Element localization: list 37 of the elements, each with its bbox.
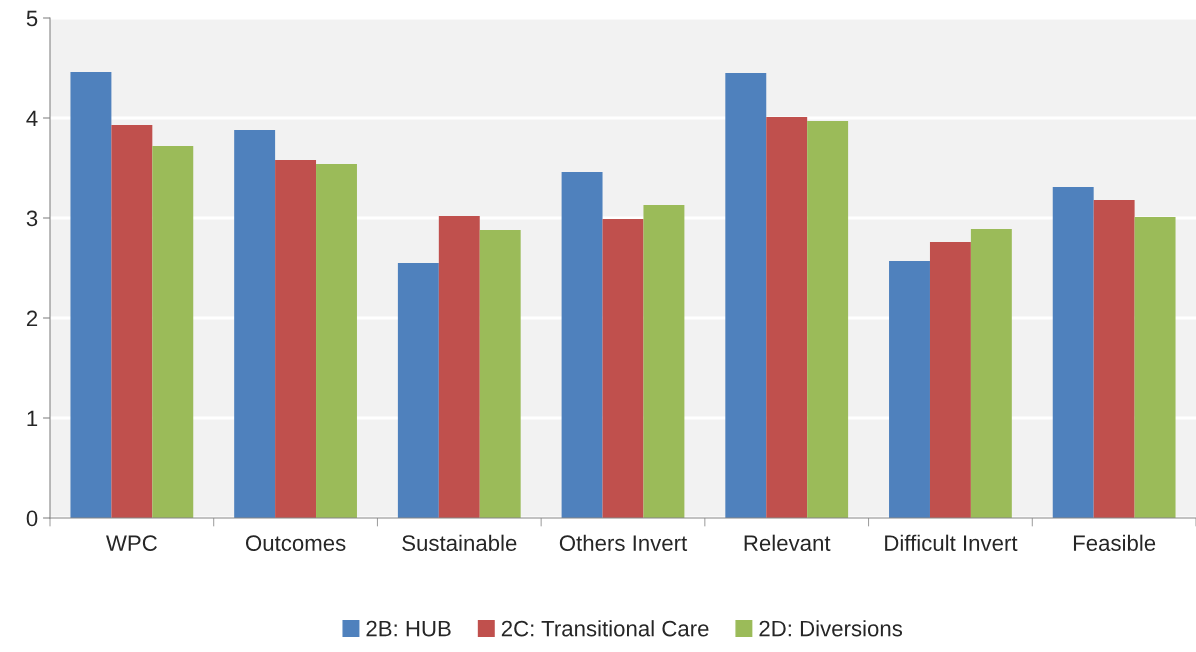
y-tick-label: 5	[26, 10, 38, 27]
bar	[152, 146, 194, 518]
legend-label: 2B: HUB	[366, 620, 451, 637]
x-tick-label: Difficult Invert	[885, 534, 1018, 551]
bar	[602, 219, 644, 518]
bar	[889, 261, 930, 518]
bar	[561, 172, 603, 518]
x-tick-label: Sustainable	[402, 534, 517, 551]
bar	[643, 205, 685, 518]
bar	[725, 73, 767, 518]
bar	[111, 125, 153, 518]
bar	[1134, 217, 1176, 518]
bar	[766, 117, 808, 518]
bar	[807, 121, 849, 518]
bar	[397, 263, 439, 518]
bar	[70, 72, 112, 518]
x-tick-label: Others Invert	[559, 534, 688, 551]
bar	[275, 160, 317, 518]
bar	[316, 164, 357, 518]
y-tick-label: 4	[26, 110, 38, 127]
bar	[234, 130, 276, 518]
y-tick-label: 3	[26, 210, 38, 227]
legend-label: 2D: Diversions	[759, 620, 903, 637]
bar	[1093, 200, 1135, 518]
y-tick-label: 0	[26, 510, 38, 527]
bar	[970, 229, 1012, 518]
x-tick-label: Feasible	[1073, 534, 1156, 551]
x-tick-label: WPC	[106, 535, 157, 551]
bar	[479, 230, 521, 518]
x-tick-label: Relevant	[744, 534, 831, 551]
y-tick-label: 2	[26, 310, 38, 327]
legend-label: 2C: Transitional Care	[501, 620, 709, 637]
x-tick-label: Outcomes	[245, 535, 346, 551]
y-tick-label: 1	[27, 410, 38, 427]
bar	[929, 242, 971, 518]
bar	[438, 216, 480, 518]
bar	[1052, 187, 1094, 518]
